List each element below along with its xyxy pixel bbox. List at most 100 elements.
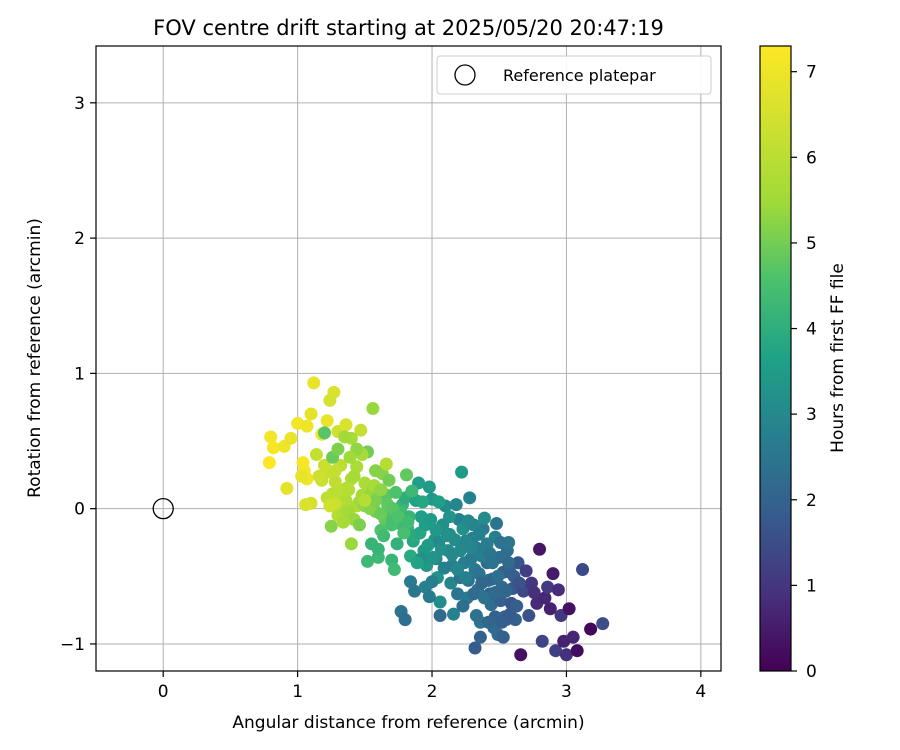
data-point (328, 464, 342, 478)
x-tick-label: 0 (158, 682, 169, 702)
data-point (467, 518, 481, 532)
data-point (429, 523, 443, 537)
data-point (323, 499, 337, 513)
data-point (262, 456, 276, 470)
data-point (338, 430, 352, 444)
data-point (576, 563, 590, 577)
data-point (405, 484, 419, 498)
data-point (280, 481, 294, 495)
colorbar-tick-label: 1 (806, 576, 817, 596)
data-point (467, 587, 481, 601)
data-point (477, 511, 491, 525)
data-point (453, 544, 467, 558)
legend-marker-hollow-circle (454, 64, 476, 86)
data-point (522, 609, 536, 623)
data-point (546, 567, 560, 581)
data-point (377, 529, 391, 543)
data-point (494, 535, 508, 549)
data-point (416, 495, 430, 509)
data-point (472, 527, 486, 541)
data-point (299, 498, 313, 512)
data-point (358, 494, 372, 508)
data-point (475, 576, 489, 590)
data-point (444, 576, 458, 590)
x-tick-label: 4 (695, 682, 706, 702)
data-point (543, 602, 557, 616)
data-point (566, 630, 580, 644)
data-point (343, 450, 357, 464)
data-point (339, 418, 353, 432)
y-tick-label: 0 (74, 500, 85, 520)
data-point (328, 475, 342, 489)
colorbar: 0 1 2 3 4 5 6 7 Hours from first FF file (759, 45, 848, 682)
data-point (512, 576, 526, 590)
data-point (339, 494, 353, 508)
data-point (449, 498, 463, 512)
data-point (442, 510, 456, 524)
data-point (473, 630, 487, 644)
data-point (538, 591, 552, 605)
data-point (369, 464, 383, 478)
data-point (463, 491, 477, 505)
data-point (361, 554, 375, 568)
data-point (596, 617, 610, 631)
data-point (562, 602, 576, 616)
colorbar-tick-label: 0 (806, 662, 817, 682)
data-point (426, 550, 440, 564)
legend-box (436, 55, 712, 95)
data-point (448, 533, 462, 547)
data-point (425, 575, 439, 589)
data-point (344, 537, 358, 551)
y-axis-label: Rotation from reference (arcmin) (25, 218, 45, 498)
data-point (477, 591, 491, 605)
x-axis-label: Angular distance from reference (arcmin) (232, 713, 584, 733)
data-point (389, 485, 403, 499)
data-point (387, 563, 401, 577)
data-point (366, 402, 380, 416)
y-axis-ticks: −1 0 1 2 3 (60, 94, 96, 655)
data-point (421, 538, 435, 552)
data-point (451, 563, 465, 577)
chart-title: FOV centre drift starting at 2025/05/20 … (153, 16, 664, 40)
data-point (374, 483, 388, 497)
data-point (379, 457, 393, 471)
data-point (266, 441, 280, 455)
data-point (433, 609, 447, 623)
data-point (541, 580, 555, 594)
data-point (488, 586, 502, 600)
data-point (464, 552, 478, 566)
colorbar-tick-label: 5 (806, 234, 817, 254)
data-point (374, 507, 388, 521)
colorbar-tick-label: 3 (806, 405, 817, 425)
data-point (331, 442, 345, 456)
data-point (371, 542, 385, 556)
data-point (455, 465, 469, 479)
data-point (559, 648, 573, 662)
y-tick-label: 2 (74, 229, 85, 249)
data-point (317, 458, 331, 472)
data-point (503, 607, 517, 621)
colorbar-ticks: 0 1 2 3 4 5 6 7 (791, 63, 817, 682)
data-point (352, 518, 366, 532)
data-point (264, 430, 278, 444)
data-point (354, 423, 368, 437)
legend: Reference platepar (436, 55, 712, 95)
y-tick-label: 1 (74, 364, 85, 384)
data-point (447, 607, 461, 621)
data-point (549, 644, 563, 658)
data-point (584, 622, 598, 636)
data-point (284, 431, 298, 445)
y-tick-label: 3 (74, 94, 85, 114)
data-point (486, 556, 500, 570)
data-point (535, 634, 549, 648)
colorbar-label: Hours from first FF file (828, 263, 848, 453)
data-point (295, 469, 309, 483)
y-tick-label: −1 (60, 635, 85, 655)
data-point (519, 564, 533, 578)
reference-point (152, 498, 174, 520)
data-point (499, 584, 513, 598)
data-point (410, 556, 424, 570)
data-point (527, 586, 541, 600)
data-points (262, 376, 610, 662)
